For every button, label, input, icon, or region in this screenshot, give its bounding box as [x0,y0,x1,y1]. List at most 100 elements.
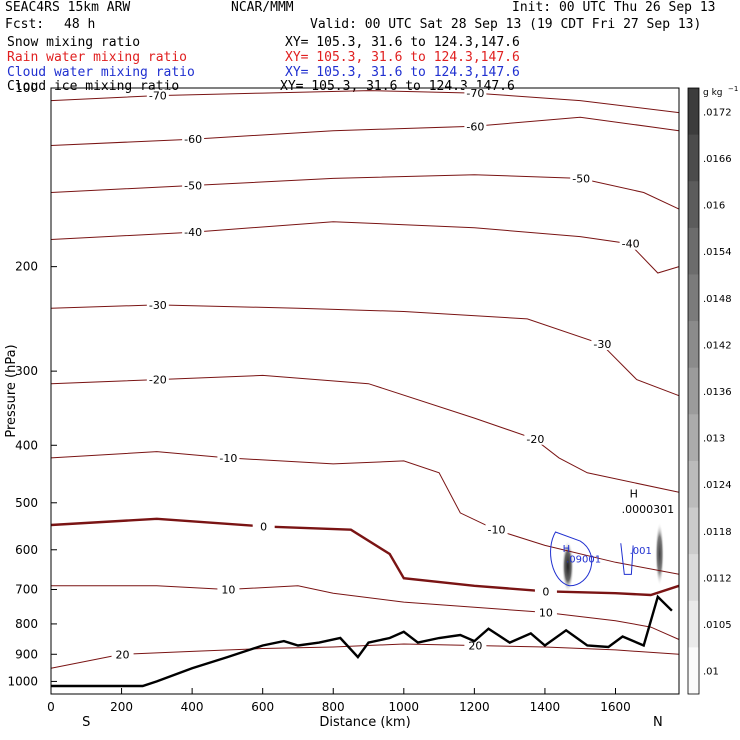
colorbar-segment [688,507,699,555]
model-title: SEAC4RS 15km ARW [5,0,131,15]
legend-xy-rain: XY= 105.3, 31.6 to 124.3,147.6 [285,50,520,65]
isotherm-label-bg [464,120,487,133]
isotherm-label: 10 [539,606,553,619]
colorbar-segment [688,367,699,415]
colorbar-tick-label: .0142 [703,340,732,351]
isotherm-line [50,374,680,493]
fcst-label: Fcst: [5,17,45,32]
legend-xy-snow: XY= 105.3, 31.6 to 124.3,147.6 [285,35,520,50]
colorbar-segment [688,88,699,136]
isotherm-label: -20 [526,433,544,446]
x-tick-label: 800 [322,700,345,714]
isotherm-label: -40 [622,238,640,251]
x-tick-label: 600 [251,700,274,714]
isotherm-label-bg [182,179,205,192]
isotherm-line [50,517,680,597]
y-tick-label: 800 [15,617,38,631]
isotherm-label-bg [111,648,134,661]
x-tick-label: 0 [47,700,55,714]
valid-time: Valid: 00 UTC Sat 28 Sep 13 (19 CDT Fri … [310,17,702,32]
colorbar-unit-exponent: −1 [728,85,738,93]
y-axis-label: Pressure (hPa) [4,344,19,437]
isotherm-label-bg [217,451,240,464]
isotherm-label: 20 [116,648,130,661]
legend-xy-cloud-ice: XY= 105.3, 31.6 to 124.3,147.6 [280,79,515,94]
isotherm-label: 10 [221,584,235,597]
init-time: Init: 00 UTC Thu 26 Sep 13 [512,0,716,15]
colorbar-segment [688,460,699,509]
isotherm-label-bg [534,606,557,619]
terrain-profile [51,594,673,688]
isotherm-label-bg [464,639,487,652]
y-tick-label: 700 [15,583,38,597]
legend-name-cloud-water: Cloud water mixing ratio [7,65,195,80]
isotherm-label: -50 [184,180,202,193]
isotherm-label-bg [146,298,169,311]
isotherm-label: -30 [149,299,167,312]
colorbar-segment [688,181,699,229]
isotherm-label-bg [570,172,593,185]
colorbar-tick-label: .016 [703,201,725,212]
colorbar-tick-label: .0154 [703,247,732,258]
colorbar-frame [687,87,700,695]
colorbar: .0172 .0166 .016 .0154 .0148 .0142 .0136 .013 .0… [687,85,738,695]
cloud-water-contour [620,543,634,575]
colorbar-tick-label: .0172 [703,107,732,118]
isotherm-label: -10 [488,524,506,537]
isotherm-label: -60 [184,133,202,146]
isotherm-line [50,451,680,575]
y-tick-label: 300 [15,364,38,378]
colorbar-tick-label: .0112 [703,573,732,584]
y-tick-label: 400 [15,438,38,452]
y-tick-label: 900 [15,647,38,661]
colorbar-tick-label: .0166 [703,154,732,165]
colorbar-tick-label: .0105 [703,620,732,631]
isotherm-line [50,116,680,146]
isotherm-label: -20 [149,374,167,387]
isotherm-line [50,221,680,274]
colorbar-segment [688,414,699,462]
isotherm-label-bg [146,89,169,102]
legend-name-cloud-ice: Cloud ice mixing ratio [7,79,180,94]
y-tick-label: 500 [15,496,38,510]
colorbar-segment [688,647,699,695]
cloud-water-label: .001 [630,546,652,557]
annotations: H .0000301 [622,488,675,516]
colorbar-segment [688,274,699,322]
colorbar-tick-label: .01 [703,667,719,678]
isotherm-label: -50 [572,172,590,185]
colorbar-segment [688,554,699,602]
isotherm-label-bg [217,583,240,596]
isotherm-label: -70 [466,87,484,100]
isotherm-label-bg [485,523,508,536]
max-marker-h: H [630,488,638,501]
isotherm-label: -70 [149,90,167,103]
colorbar-tick-label: .0118 [703,527,732,538]
colorbar-segment [688,134,699,182]
plot-frame [50,87,680,695]
isotherm-label-bg [591,337,614,350]
isotherm-label: 0 [260,520,267,533]
cloud-ice-label: .0000301 [622,503,675,516]
colorbar-unit: g kg [703,88,723,98]
max-marker-h: H [563,544,571,555]
colorbar-segment [688,600,699,648]
cloud-water-contours: .09001 .001 H [550,531,652,587]
x-tick-label: 1600 [600,700,631,714]
isotherm-line [50,304,680,397]
cloud-water-label: .09001 [566,554,601,565]
isotherm-label: 20 [468,640,482,653]
x-tick-label: 1200 [459,700,490,714]
colorbar-tick-label: .013 [703,434,725,445]
isotherm-line [50,643,680,669]
isotherm-label-bg [146,373,169,386]
colorbar-tick-label: .0136 [703,387,732,398]
south-label: S [82,715,90,730]
isotherm-label-bg [534,585,557,598]
temperature-contours: -70 -70 -60 -60 -50 -50 -40 -40 -30 -30 -20 -20 -10 -… [50,87,680,669]
y-tick-label: 200 [15,260,38,274]
isotherm-label-bg [252,520,275,533]
x-tick-label: 400 [181,700,204,714]
